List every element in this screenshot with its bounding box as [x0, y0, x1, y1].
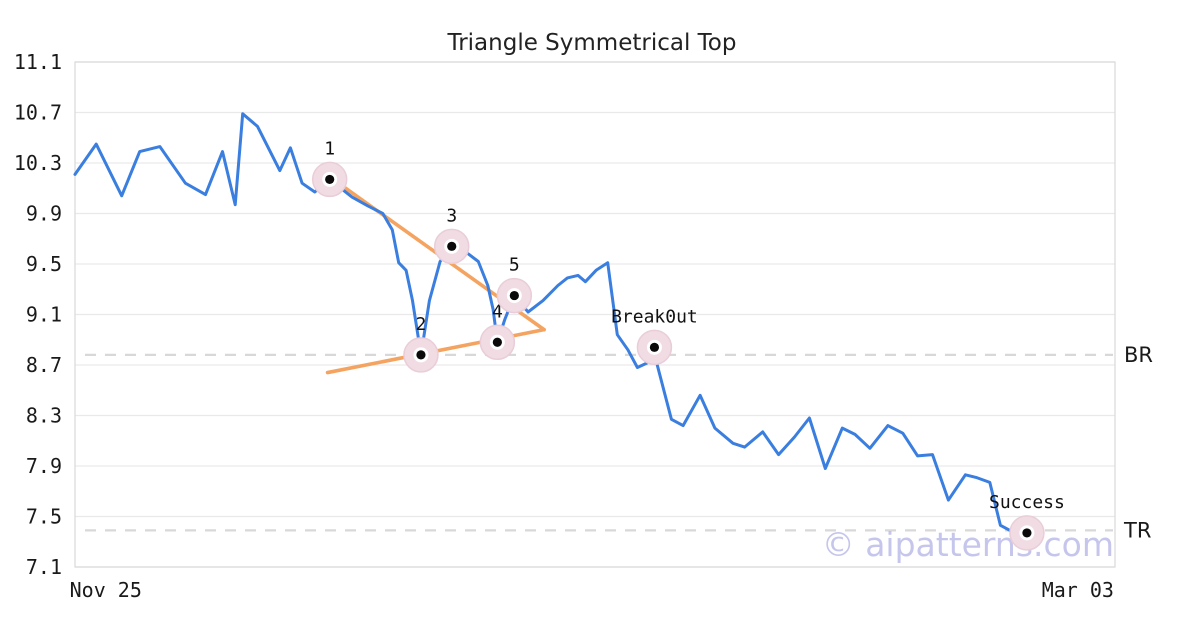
level-lines: [85, 353, 1113, 532]
point-label-success: Success: [989, 492, 1065, 513]
chart-title: Triangle Symmetrical Top: [447, 30, 737, 56]
y-tick-label: 11.1: [14, 50, 62, 74]
point-dot: [447, 241, 457, 251]
axis-tick-labels: 11.1 10.7 10.3 9.9 9.5 9.1 8.7 8.3 7.9 7.5 7.1 Nov …: [14, 50, 1153, 602]
y-tick-label: 9.9: [26, 202, 62, 226]
watermark: © aipatterns.com: [822, 525, 1114, 564]
y-tick-label: 7.1: [26, 555, 62, 579]
point-dot: [509, 290, 519, 301]
point-dot: [416, 350, 426, 360]
y-tick-label: 7.9: [26, 454, 62, 478]
point-label-2: 2: [416, 314, 427, 335]
price-series: [73, 112, 1029, 535]
y-tick-label: 7.5: [26, 505, 62, 529]
y-tick-label: 10.7: [14, 101, 62, 125]
point-label-break0ut: Break0ut: [611, 306, 698, 327]
plot-border: [74, 61, 1116, 568]
price-line: [73, 112, 1029, 535]
y-tick-label: 9.5: [26, 252, 62, 276]
point-dot: [1022, 528, 1032, 538]
point-label-3: 3: [446, 205, 457, 226]
point-label-1: 1: [324, 138, 335, 159]
y-tick-label: 9.1: [26, 303, 62, 327]
y-tick-label: 8.7: [26, 353, 62, 377]
y-tick-label: 10.3: [14, 151, 62, 175]
level-label-br: BR: [1124, 343, 1153, 367]
point-dot: [492, 337, 502, 347]
x-tick-label: Nov 25: [70, 578, 142, 602]
level-label-tr: TR: [1123, 518, 1151, 542]
pattern-markers: 1 2 3 4 5 Break0ut Success: [311, 138, 1065, 551]
x-tick-label: Mar 03: [1042, 578, 1114, 602]
point-dot: [325, 174, 335, 185]
point-dot: [649, 342, 660, 352]
point-label-5: 5: [509, 255, 520, 276]
gridlines: [74, 61, 1116, 568]
y-tick-label: 8.3: [26, 404, 62, 428]
point-label-4: 4: [492, 301, 503, 322]
